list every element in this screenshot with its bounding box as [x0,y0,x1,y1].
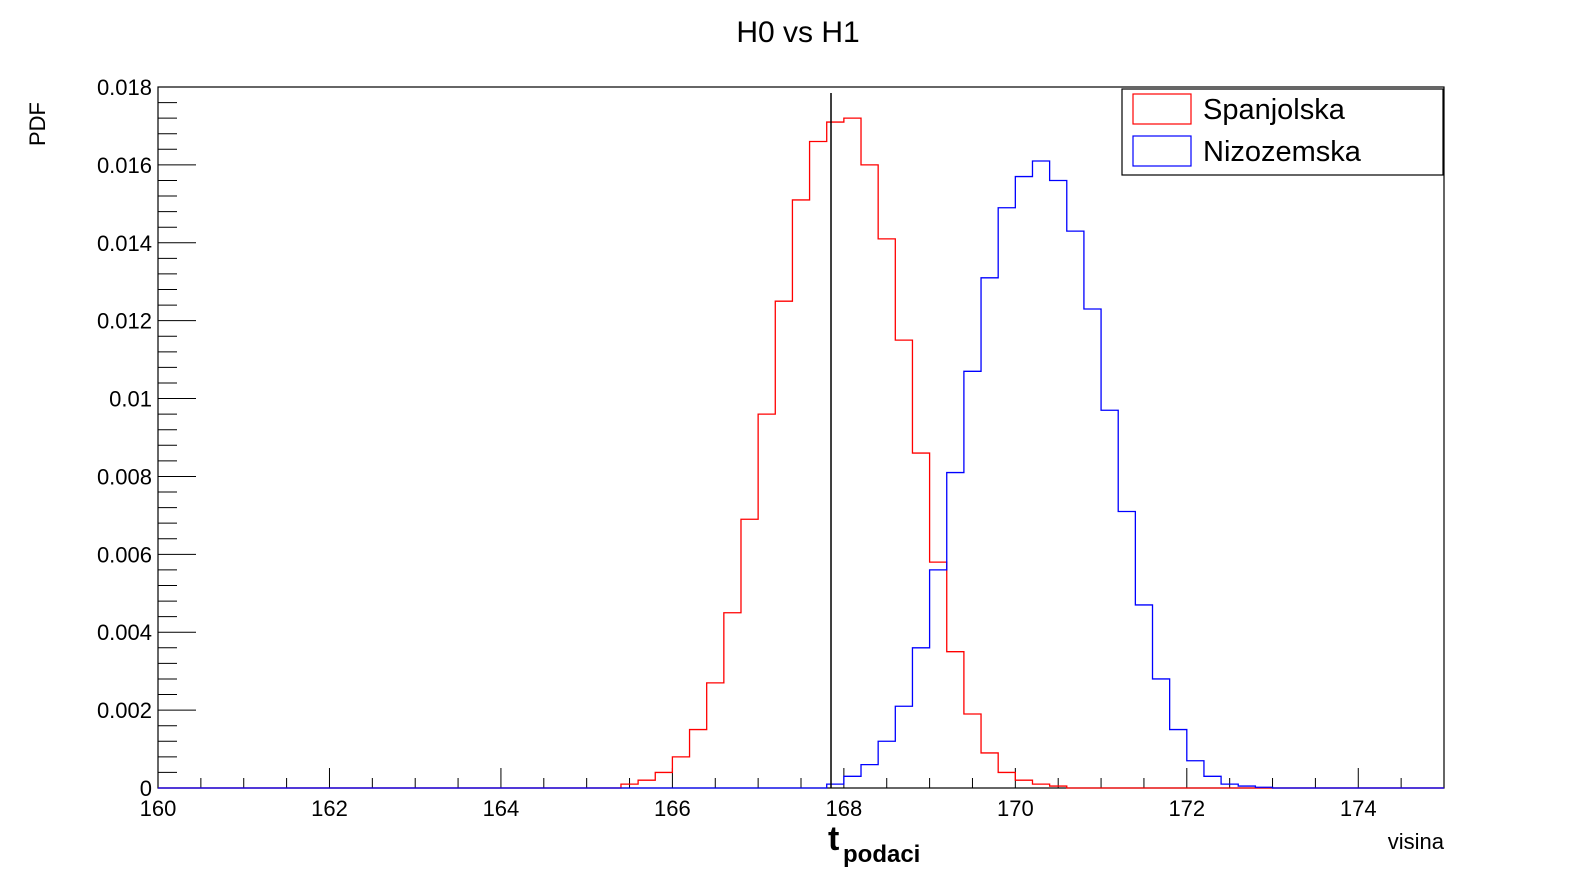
y-tick-label: 0.014 [97,231,152,256]
y-tick-label: 0.012 [97,309,152,334]
x-tick-label: 170 [997,796,1034,821]
y-axis: 0 0.002 0.004 0.006 0.008 0.01 0.012 0.014 0.016… [97,75,196,801]
x-tick-label: 164 [483,796,520,821]
y-tick-label: 0.002 [97,698,152,723]
y-tick-label: 0 [140,776,152,801]
x-tick-label: 174 [1340,796,1377,821]
plot-frame [157,86,1445,789]
series-layer [158,117,1444,789]
y-tick-label: 0.004 [97,620,152,645]
y-tick-label: 0.01 [109,387,152,412]
threshold-label: t [828,820,839,858]
y-tick-label: 0.018 [97,75,152,100]
x-tick-label: 166 [654,796,691,821]
legend-swatch [1132,135,1192,167]
chart-title: H0 vs H1 [736,16,859,49]
legend-label: Nizozemska [1203,136,1362,168]
series-line-0 [158,117,1444,789]
y-axis-title: PDF [25,102,50,146]
series-line-1 [158,160,1444,789]
y-tick-label: 0.008 [97,464,152,489]
x-axis: 160 162 164 166 168 170 172 174 [140,768,1445,821]
x-tick-label: 172 [1168,796,1205,821]
legend-box [1121,88,1444,176]
x-tick-label: 168 [826,796,863,821]
legend-swatch [1132,93,1192,125]
x-axis-title: visina [1388,829,1445,854]
legend: Spanjolska Nizozemska [1121,88,1444,176]
annotation-layer: t podaci [828,93,920,868]
legend-label: Spanjolska [1203,94,1346,126]
y-tick-label: 0.016 [97,153,152,178]
x-tick-label: 160 [140,796,177,821]
y-tick-label: 0.006 [97,542,152,567]
x-tick-label: 162 [311,796,348,821]
threshold-label-subscript: podaci [843,841,920,868]
